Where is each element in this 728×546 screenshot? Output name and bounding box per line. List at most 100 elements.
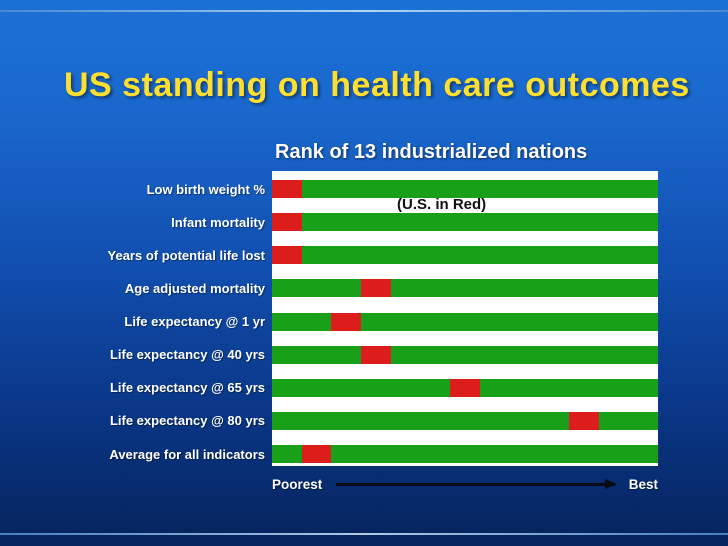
nation-segment (331, 180, 362, 198)
nation-segment (301, 246, 332, 265)
nation-segment (361, 180, 391, 198)
poorest-to-best-arrow-icon (336, 479, 618, 489)
nation-segment (301, 279, 332, 298)
nation-segment (272, 445, 302, 463)
nation-segment (568, 213, 599, 232)
nation-segment (568, 246, 599, 265)
nation-segment (598, 445, 629, 463)
chart-title: Rank of 13 industrialized nations (275, 141, 588, 163)
rank-bar (272, 411, 658, 430)
nation-segment (331, 246, 362, 265)
nation-segment (420, 345, 451, 364)
nation-segment (361, 378, 391, 397)
nation-segment (272, 312, 302, 331)
nation-segment (539, 345, 569, 364)
category-label: Life expectancy @ 1 yr (124, 314, 265, 329)
nation-segment (390, 345, 421, 364)
us-rank-segment (361, 279, 391, 298)
category-label: Life expectancy @ 40 yrs (109, 347, 265, 363)
nation-segment (420, 378, 451, 397)
nation-segment (479, 246, 510, 265)
nation-segment (450, 445, 480, 463)
nation-segment (479, 279, 510, 298)
category-label: Life expectancy @ 80 yrs (109, 413, 265, 429)
nation-segment (361, 312, 391, 331)
nation-segment (628, 246, 658, 265)
nation-segment (390, 246, 421, 265)
nation-segment (479, 213, 510, 232)
category-label: Average for all indicators (109, 446, 265, 462)
rank-bar (272, 378, 658, 397)
nation-segment (361, 246, 391, 265)
nation-segment (568, 180, 599, 198)
us-rank-segment (450, 378, 480, 397)
page-title: US standing on health care outcomes (64, 66, 690, 104)
rank-bar (272, 345, 658, 364)
nation-segment (628, 445, 658, 463)
nation-segment (628, 411, 658, 430)
nation-segment (331, 445, 362, 463)
nation-segment (479, 345, 510, 364)
nation-segment (509, 180, 540, 198)
nation-segment (509, 246, 540, 265)
nation-segment (539, 279, 569, 298)
nation-segment (272, 345, 302, 364)
nation-segment (450, 279, 480, 298)
nation-segment (390, 180, 421, 198)
rank-bar (272, 279, 658, 298)
chart-labels: Low birth weight % Infant mortality Years … (40, 171, 265, 466)
nation-segment (479, 411, 510, 430)
nation-segment (420, 279, 451, 298)
nation-segment (420, 180, 451, 198)
nation-segment (331, 411, 362, 430)
nation-segment (598, 345, 629, 364)
us-rank-segment (361, 345, 391, 364)
nation-segment (568, 378, 599, 397)
nation-segment (479, 445, 510, 463)
nation-segment (450, 213, 480, 232)
nation-segment (331, 378, 362, 397)
nation-segment (539, 180, 569, 198)
nation-segment (390, 213, 421, 232)
nation-segment (479, 378, 510, 397)
chart-plot-area: (U.S. in Red) (272, 171, 658, 466)
nation-segment (509, 378, 540, 397)
nation-segment (479, 180, 510, 198)
nation-segment (301, 213, 332, 232)
us-rank-segment (301, 445, 332, 463)
nation-segment (509, 345, 540, 364)
axis-label-best: Best (628, 477, 658, 492)
nation-segment (420, 445, 451, 463)
rank-bar (272, 213, 658, 232)
nation-segment (598, 213, 629, 232)
us-rank-segment (331, 312, 362, 331)
rank-bar (272, 312, 658, 331)
category-label: Age adjusted mortality (124, 280, 265, 296)
category-label: Infant mortality (171, 214, 265, 230)
nation-segment (628, 180, 658, 198)
nation-segment (272, 279, 302, 298)
nation-segment (450, 312, 480, 331)
nation-segment (331, 279, 362, 298)
nation-segment (390, 312, 421, 331)
nation-segment (628, 213, 658, 232)
nation-segment (301, 378, 332, 397)
nation-segment (509, 411, 540, 430)
nation-segment (568, 279, 599, 298)
top-accent-line (0, 10, 728, 12)
nation-segment (331, 345, 362, 364)
nation-segment (450, 345, 480, 364)
nation-segment (539, 312, 569, 331)
nation-segment (509, 213, 540, 232)
nation-segment (568, 312, 599, 331)
nation-segment (628, 345, 658, 364)
nation-segment (539, 213, 569, 232)
nation-segment (509, 279, 540, 298)
nation-segment (272, 378, 302, 397)
axis-label-poorest: Poorest (272, 477, 323, 492)
nation-segment (390, 378, 421, 397)
nation-segment (390, 445, 421, 463)
nation-segment (509, 445, 540, 463)
nation-segment (628, 312, 658, 331)
